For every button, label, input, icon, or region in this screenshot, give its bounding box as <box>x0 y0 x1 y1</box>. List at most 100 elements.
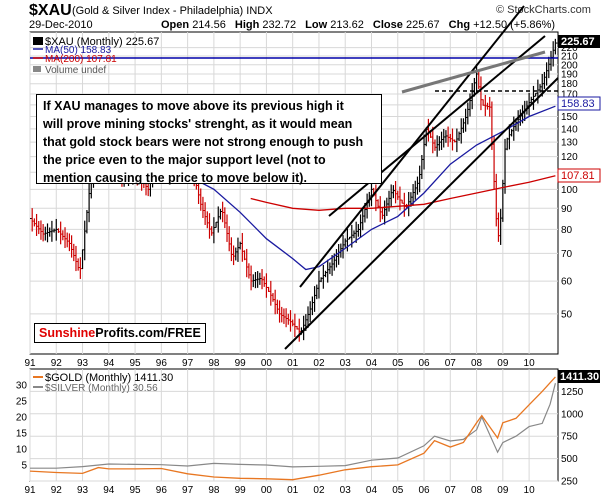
x-tick-label: 91 <box>24 485 36 496</box>
x-tick-label: 92 <box>51 358 63 369</box>
y-tick-label: 100 <box>561 185 578 196</box>
y-tick-label: 80 <box>561 225 573 236</box>
y-tick-label: 170 <box>561 89 578 100</box>
x-tick-label: 97 <box>182 485 194 496</box>
main-panel <box>29 31 559 355</box>
legend-ma200: MA(200) 107.81 <box>45 54 117 65</box>
sunshine-profits-badge[interactable]: SunshineProfits.com/FREE <box>34 323 206 343</box>
legend-swatch-price <box>33 37 43 45</box>
y-left-tick-label: 25 <box>16 397 28 408</box>
x-tick-label: 06 <box>418 485 430 496</box>
badge-url: Profits.com/FREE <box>95 326 201 340</box>
ma200-tag-bg <box>557 168 601 183</box>
y-tick-label: 220 <box>561 43 578 54</box>
ma50-tag-bg <box>557 96 601 111</box>
legend-price: $XAU (Monthly) 225.67 <box>45 36 159 48</box>
y-right-tick-label: 1000 <box>561 409 584 420</box>
x-tick-label: 08 <box>471 358 483 369</box>
close-tag-bg <box>558 35 600 48</box>
x-tick-label: 07 <box>445 358 457 369</box>
legend-volume: Volume undef <box>45 65 106 76</box>
annotation-line: the price even to the major support leve… <box>43 153 326 167</box>
y-right-tick-label: 1250 <box>561 387 584 398</box>
lower-trendline <box>284 77 559 350</box>
silver-line <box>30 383 556 469</box>
x-tick-label: 00 <box>261 485 273 496</box>
lower-series <box>29 376 556 481</box>
x-tick-label: 94 <box>103 485 115 496</box>
x-tick-label: 09 <box>497 358 509 369</box>
annotation-line: that gold stock bears were not strong en… <box>43 135 364 149</box>
x-tick-label: 99 <box>235 485 247 496</box>
annotation-line: will prove mining stocks' strenght, as i… <box>43 117 353 131</box>
lower-panel <box>29 368 559 482</box>
y-left-tick-label: 10 <box>16 445 28 456</box>
y-tick-label: 210 <box>561 51 578 62</box>
y-tick-label: 90 <box>561 204 573 215</box>
lower-grid <box>29 369 558 482</box>
x-tick-label: 92 <box>51 485 63 496</box>
y-tick-label: 200 <box>561 60 578 71</box>
y-tick-label: 130 <box>561 138 578 149</box>
legend-ma50: MA(50) 158.83 <box>45 45 112 56</box>
gold-line <box>29 376 556 481</box>
x-tick-label: 96 <box>156 358 168 369</box>
low-value: 213.62 <box>330 19 364 31</box>
x-tick-label: 03 <box>340 485 352 496</box>
x-tick-label: 93 <box>77 485 89 496</box>
x-tick-label: 04 <box>366 358 378 369</box>
x-tick-label: 97 <box>182 358 194 369</box>
ma200-line <box>250 175 556 211</box>
x-tick-label: 00 <box>261 358 273 369</box>
gold-tag-bg <box>558 370 600 383</box>
y-tick-label: 50 <box>561 309 573 320</box>
chart-date: 29-Dec-2010 <box>29 19 93 31</box>
ma200-tag: 107.81 <box>561 170 595 182</box>
x-tick-label: 02 <box>313 485 325 496</box>
close-tag: 225.67 <box>561 36 595 48</box>
y-tick-label: 60 <box>561 277 573 288</box>
gold-tag: 1411.30 <box>560 371 599 383</box>
ma50-tag: 158.83 <box>561 98 595 110</box>
y-tick-label: 140 <box>561 124 578 135</box>
fan-line <box>401 50 546 94</box>
x-tick-label: 91 <box>24 358 36 369</box>
legend-silver: $SILVER (Monthly) 30.56 <box>45 383 158 394</box>
x-tick-label: 95 <box>130 485 142 496</box>
watermark: © StockCharts.com <box>496 4 591 16</box>
y-left-tick-label: 30 <box>16 381 28 392</box>
y-tick-label: 70 <box>561 249 573 260</box>
y-tick-label: 190 <box>561 69 578 80</box>
y-left-tick-label: 5 <box>21 461 27 472</box>
change-value: +12.50 (+5.86%) <box>473 19 556 31</box>
x-tick-label: 03 <box>340 358 352 369</box>
x-axis-main: 91 92 93 94 95 96 97 98 99 00 01 02 03 04 05 06 07 08 09 10 <box>24 358 535 369</box>
ma50-line <box>140 105 556 271</box>
mid-trendline <box>328 35 546 217</box>
x-tick-label: 06 <box>418 358 430 369</box>
close-value: 225.67 <box>405 19 440 31</box>
x-tick-label: 10 <box>524 358 536 369</box>
annotation-line: If XAU manages to move above its previou… <box>43 99 344 113</box>
high-value: 232.72 <box>262 19 297 31</box>
x-tick-label: 95 <box>130 358 142 369</box>
annotation-box: If XAU manages to move above its previou… <box>36 94 382 185</box>
chart-ticker: $XAU <box>29 2 72 19</box>
y-left-tick-label: 20 <box>16 413 28 424</box>
x-tick-label: 98 <box>208 358 220 369</box>
y-right-tick-label: 500 <box>561 454 578 465</box>
lower-axis: 5 10 15 20 25 30 250 500 750 1000 1250 <box>16 381 584 488</box>
x-tick-label: 10 <box>524 485 536 496</box>
x-tick-label: 93 <box>77 358 89 369</box>
y-tick-label: 180 <box>561 79 578 90</box>
x-tick-label: 01 <box>287 358 299 369</box>
x-tick-label: 04 <box>366 485 378 496</box>
x-tick-label: 99 <box>235 358 247 369</box>
ohlc-readout: Open 214.56 High 232.72 Low 213.62 Close… <box>161 19 556 31</box>
lower-legend: $GOLD (Monthly) 1411.30 $SILVER (Monthly… <box>33 372 173 394</box>
price-tags: 225.67 158.83 107.81 <box>557 35 601 183</box>
x-axis-lower: 91 92 93 94 95 96 97 98 99 00 01 02 03 04 05 06 07 08 09 10 <box>24 485 535 496</box>
y-tick-label: 120 <box>561 152 578 163</box>
y-right-tick-label: 750 <box>561 432 578 443</box>
